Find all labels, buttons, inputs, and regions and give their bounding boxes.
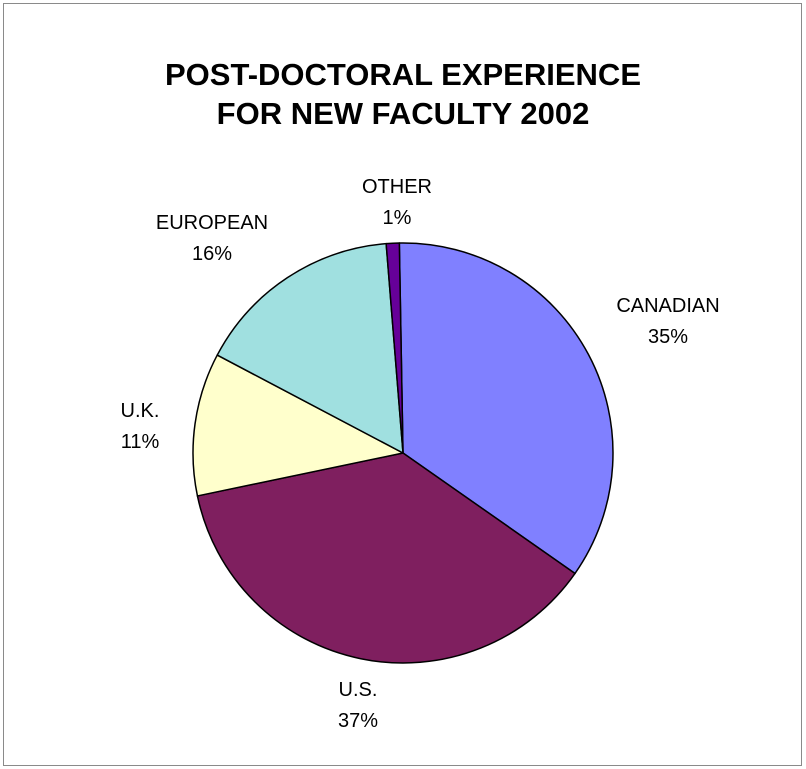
slice-value-european: 16%: [192, 243, 232, 265]
pie-slice-european: [216, 242, 404, 454]
pie-labels: CANADIAN 35% U.S. 37% U.K. 11% EUROPEAN 16% OTHE…: [121, 176, 720, 732]
slice-label-european: EUROPEAN: [156, 212, 268, 234]
slice-label-canadian: CANADIAN: [616, 295, 719, 317]
pie-slice-u-k: [192, 354, 404, 497]
chart-title-line-1: POST-DOCTORAL EXPERIENCE: [165, 57, 641, 92]
pie-slice-u-s: [196, 452, 576, 664]
slice-label-u-s: U.S.: [339, 679, 378, 701]
slice-value-canadian: 35%: [648, 326, 688, 348]
slice-label-other: OTHER: [362, 176, 432, 198]
slice-value-u-k: 11%: [121, 431, 160, 453]
slice-label-u-k: U.K.: [121, 400, 160, 422]
pie-slice-other: [385, 242, 404, 454]
chart-title-line-2: FOR NEW FACULTY 2002: [216, 96, 590, 131]
slice-value-other: 1%: [383, 207, 412, 229]
pie-slices: [192, 242, 614, 664]
pie-slice-canadian: [398, 242, 614, 575]
slice-value-u-s: 37%: [338, 710, 378, 732]
